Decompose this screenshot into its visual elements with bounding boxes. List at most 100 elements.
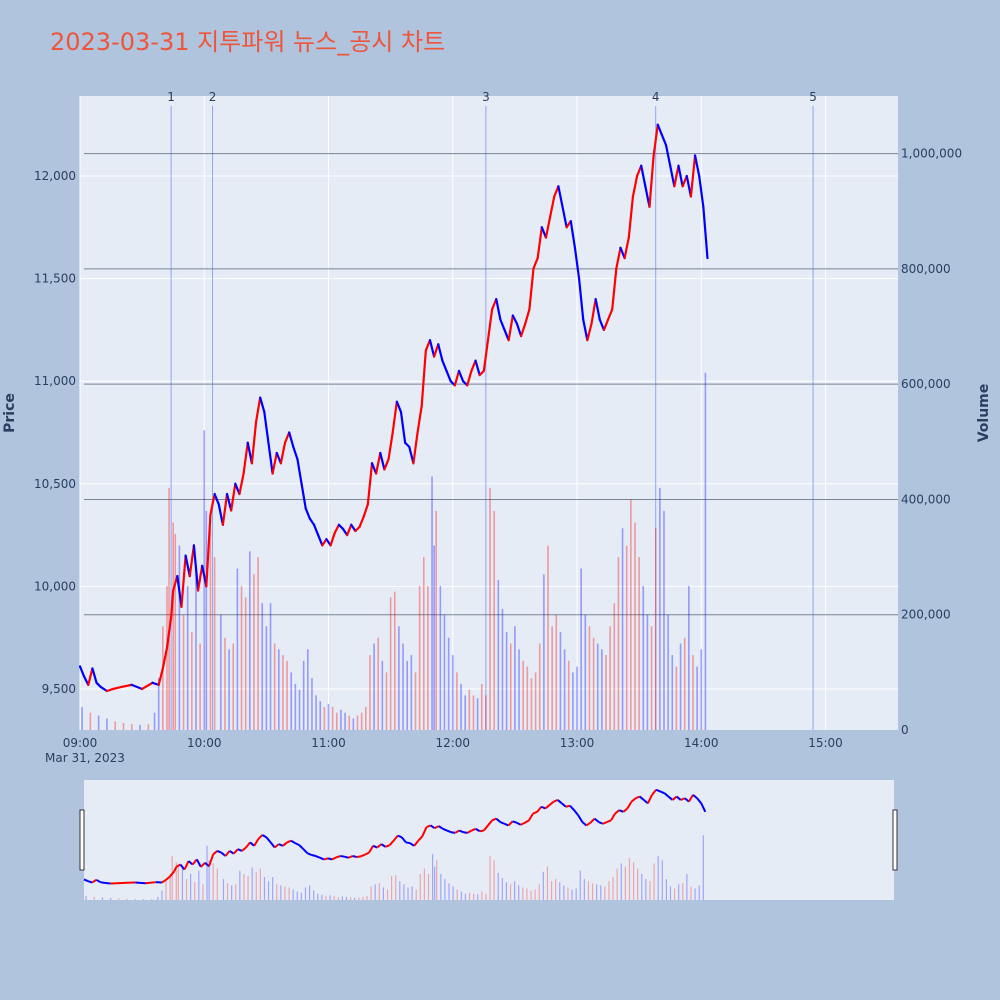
slider-volume-bar bbox=[358, 897, 360, 900]
slider-volume-bar bbox=[313, 890, 315, 900]
slider-price-segment bbox=[639, 795, 645, 801]
slider-price-segment bbox=[392, 835, 399, 842]
slider-price-segment bbox=[376, 843, 382, 849]
volume-bar bbox=[592, 637, 595, 730]
volume-bar bbox=[505, 632, 508, 730]
price-segment bbox=[495, 298, 502, 321]
price-segment bbox=[283, 431, 291, 444]
slider-price-segment bbox=[700, 802, 707, 813]
slider-volume-bar bbox=[637, 868, 639, 900]
volume-bar bbox=[659, 487, 661, 730]
volume-bar bbox=[402, 643, 404, 730]
volume-bar bbox=[236, 568, 239, 730]
slider-price-segment bbox=[175, 863, 181, 868]
slider-price-segment bbox=[446, 829, 452, 834]
slider-volume-bar bbox=[669, 886, 672, 900]
slider-price-segment bbox=[471, 827, 477, 832]
volume-bar bbox=[663, 510, 665, 730]
slider-price-segment bbox=[257, 834, 264, 840]
price-segment bbox=[669, 164, 676, 188]
slider-price-segment bbox=[278, 843, 284, 847]
price-segment bbox=[640, 164, 647, 188]
slider-volume-bar bbox=[202, 884, 204, 900]
slider-price-segment bbox=[532, 810, 538, 815]
price-segment bbox=[112, 685, 123, 691]
price-segment bbox=[648, 154, 655, 208]
volume-bar bbox=[286, 660, 288, 730]
price-segment bbox=[329, 531, 336, 547]
slider-price-segment bbox=[516, 821, 522, 826]
price-segment bbox=[308, 517, 316, 526]
slider-price-segment bbox=[294, 842, 300, 847]
range-slider-right-handle[interactable] bbox=[892, 809, 898, 871]
price-segment bbox=[532, 256, 539, 270]
price-segment bbox=[209, 492, 216, 516]
volume-bar bbox=[613, 603, 616, 730]
price-segment bbox=[196, 564, 204, 592]
range-slider-left-handle[interactable] bbox=[79, 809, 85, 871]
price-segment bbox=[288, 431, 295, 448]
volume-bar bbox=[253, 574, 255, 730]
volume-bar bbox=[89, 712, 92, 730]
volume-bar bbox=[182, 614, 185, 730]
slider-price-segment bbox=[385, 844, 390, 848]
slider-volume-bar bbox=[169, 873, 171, 900]
volume-bar bbox=[563, 649, 566, 730]
slider-volume-bar bbox=[678, 884, 680, 900]
slider-price-segment bbox=[610, 813, 616, 821]
slider-price-segment bbox=[195, 858, 202, 868]
time-tick-label: 11:00 bbox=[311, 736, 346, 750]
slider-volume-bar bbox=[267, 881, 270, 900]
price-segment bbox=[453, 369, 461, 387]
slider-volume-bar bbox=[702, 835, 704, 900]
range-slider[interactable] bbox=[84, 780, 894, 900]
slider-volume-bar bbox=[194, 882, 196, 900]
volume-bar bbox=[489, 487, 491, 730]
slider-volume-bar bbox=[587, 881, 590, 900]
price-segment bbox=[689, 154, 697, 198]
slider-price-segment bbox=[165, 875, 171, 881]
price-segment bbox=[482, 339, 490, 373]
volume-bar bbox=[306, 649, 309, 730]
volume-bar bbox=[114, 721, 117, 730]
slider-volume-bar bbox=[538, 884, 540, 900]
price-segment bbox=[433, 343, 440, 358]
volume-bar bbox=[551, 626, 553, 730]
price-segment bbox=[428, 339, 436, 358]
slider-price-segment bbox=[245, 841, 251, 849]
volume-bar bbox=[650, 626, 653, 730]
price-segment bbox=[87, 667, 94, 686]
slider-volume-bar bbox=[514, 881, 516, 900]
x-axis-date-label: Mar 31, 2023 bbox=[45, 751, 125, 765]
price-segment bbox=[184, 554, 191, 578]
slider-price-segment bbox=[265, 836, 272, 844]
slider-volume-bar bbox=[243, 873, 245, 900]
price-segment bbox=[660, 133, 668, 147]
price-segment bbox=[664, 144, 672, 167]
slider-price-segment bbox=[335, 855, 341, 859]
price-segment bbox=[524, 308, 531, 325]
slider-volume-bar bbox=[288, 887, 290, 900]
volume-bar bbox=[162, 626, 164, 730]
price-segment bbox=[528, 267, 535, 311]
slider-price-segment bbox=[630, 797, 637, 803]
volume-bar bbox=[174, 534, 177, 730]
volume-bar bbox=[106, 718, 108, 730]
price-segment bbox=[242, 441, 249, 475]
slider-volume-bar bbox=[522, 887, 524, 900]
slider-volume-bar bbox=[300, 892, 302, 900]
slider-volume-bar bbox=[690, 886, 692, 900]
slider-volume-bar bbox=[497, 872, 499, 900]
volume-bar bbox=[195, 568, 197, 730]
volume-bar bbox=[567, 660, 570, 730]
volume-bar bbox=[393, 591, 396, 730]
slider-volume-bar bbox=[276, 884, 278, 900]
slider-price-segment bbox=[274, 843, 280, 849]
range-slider-preview bbox=[83, 788, 707, 900]
price-segment bbox=[254, 396, 262, 424]
slider-price-segment bbox=[229, 850, 235, 855]
slider-price-segment bbox=[413, 840, 420, 847]
volume-bar bbox=[451, 655, 454, 730]
slider-volume-bar bbox=[423, 868, 426, 900]
slider-price-segment bbox=[655, 788, 661, 793]
